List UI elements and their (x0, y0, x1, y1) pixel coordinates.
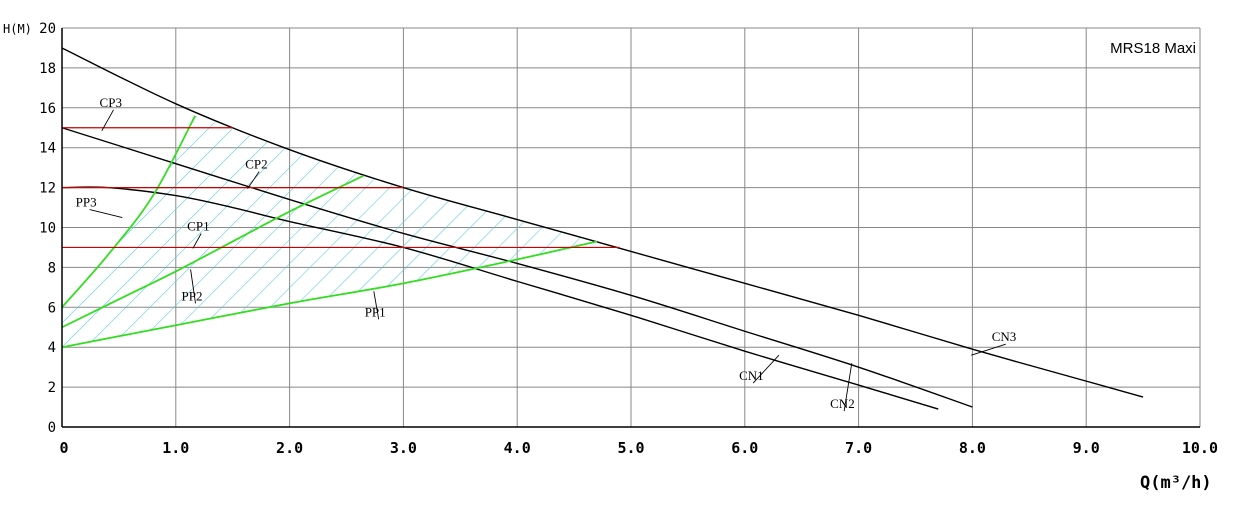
series-pp2 (61, 174, 364, 329)
label-leader-pp1 (373, 291, 380, 320)
label-leader-pp2 (190, 269, 196, 304)
series-cn2 (61, 127, 973, 408)
label-pp3: PP3 (76, 195, 97, 210)
label-cn1: CN1 (739, 368, 764, 383)
series-group (61, 47, 1144, 410)
label-pp2: PP2 (181, 288, 202, 303)
x-tick-label: 0 (59, 439, 68, 457)
y-tick-label: 14 (39, 141, 56, 157)
label-cp3: CP3 (100, 95, 122, 110)
y-tick-label: 18 (39, 61, 56, 77)
label-leader-pp3 (89, 209, 123, 218)
x-tick-label: 6.0 (731, 439, 758, 457)
y-tick-label: 12 (39, 181, 56, 197)
x-tick-label: 10.0 (1182, 439, 1218, 457)
axes (61, 28, 1200, 428)
x-axis-title: Q(m³/h) (1140, 473, 1212, 493)
label-cp1: CP1 (187, 218, 209, 233)
label-leader-cn3 (971, 343, 1006, 356)
label-cp2: CP2 (245, 157, 267, 172)
series-pp3 (61, 115, 196, 308)
label-cn3: CN3 (992, 329, 1017, 344)
x-tick-label: 7.0 (845, 439, 872, 457)
y-tick-label: 4 (48, 340, 56, 356)
hatched-region (62, 115, 597, 348)
label-leader-cn2 (843, 363, 853, 412)
tick-labels: 0 1.0 2.0 3.0 4.0 5.0 6.0 7.0 8.0 9.0 10.0 0 2 4 6 8 10 1… (39, 21, 1218, 457)
x-tick-label: 4.0 (504, 439, 531, 457)
y-tick-label: 10 (39, 221, 56, 237)
operating-region (62, 115, 597, 348)
label-leader-cp2 (247, 171, 260, 189)
x-tick-label: 3.0 (390, 439, 417, 457)
curve-labels: CP3 CP2 CP1 PP3 PP2 PP1 CN1 CN2 CN3 (76, 95, 1017, 412)
x-tick-label: 2.0 (276, 439, 303, 457)
y-tick-label: 20 (39, 21, 56, 37)
y-tick-label: 8 (48, 260, 56, 276)
grid (62, 27, 1201, 427)
x-tick-label: 9.0 (1073, 439, 1100, 457)
x-tick-label: 1.0 (162, 439, 189, 457)
series-pp1 (61, 240, 598, 349)
label-leader-cn1 (752, 354, 780, 384)
x-tick-label: 5.0 (617, 439, 644, 457)
y-tick-label: 2 (48, 380, 56, 396)
label-cn2: CN2 (830, 396, 855, 411)
series-cn1 (61, 186, 939, 410)
y-tick-label: 6 (48, 300, 56, 316)
y-tick-label: 16 (39, 101, 56, 117)
y-tick-label: 0 (48, 420, 56, 436)
label-leader-cp3 (101, 109, 114, 131)
chart-title: MRS18 Maxi (1110, 40, 1196, 57)
label-leader-cp1 (192, 233, 202, 249)
label-pp1: PP1 (365, 304, 386, 319)
x-tick-label: 8.0 (959, 439, 986, 457)
y-axis-title: H(M) (3, 22, 32, 36)
